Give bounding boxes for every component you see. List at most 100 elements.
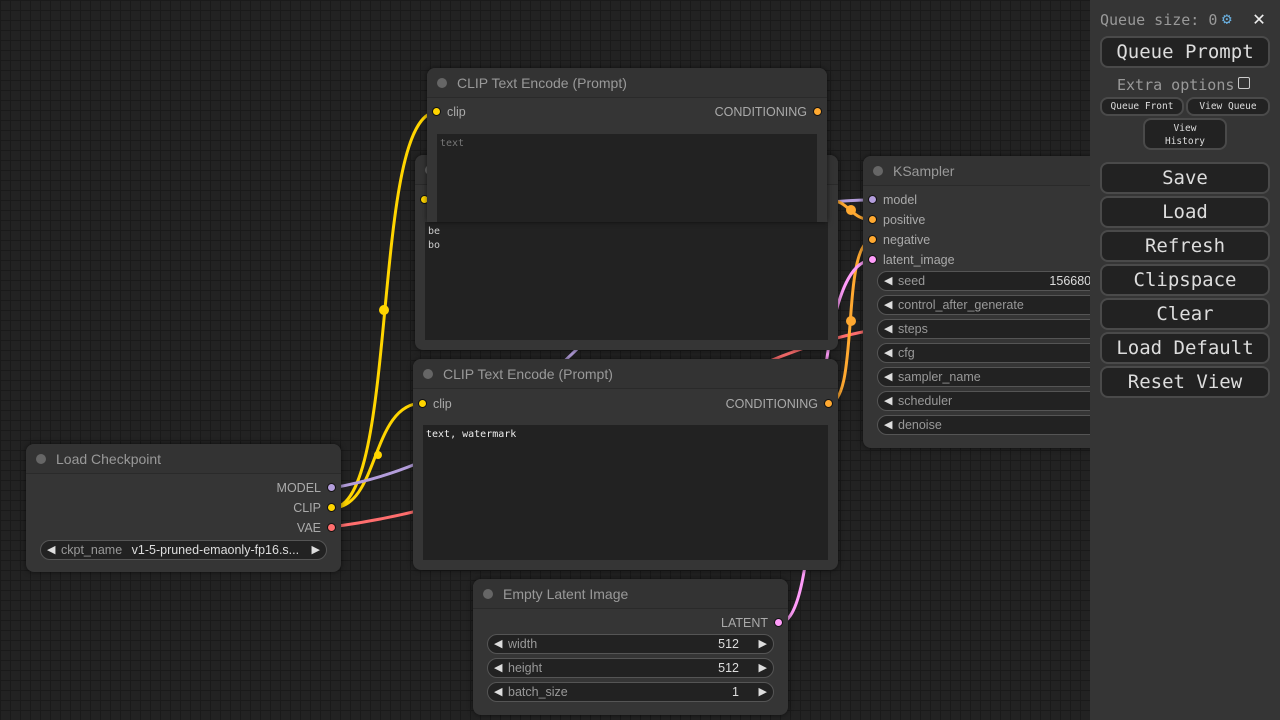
node-title: KSampler	[893, 163, 955, 179]
output-clip[interactable]: CLIP	[293, 498, 341, 518]
view-history-button[interactable]: View History	[1143, 118, 1227, 150]
widget-4[interactable]: ◀ sampler_name	[877, 367, 1090, 387]
widget-label: sampler_name	[898, 370, 981, 384]
collapse-dot[interactable]	[437, 78, 447, 88]
widget-label: cfg	[898, 346, 915, 360]
arrow-left-icon[interactable]: ◀	[47, 544, 56, 556]
widget-label: batch_size	[508, 685, 568, 699]
input-latent_image[interactable]: latent_image	[863, 250, 955, 270]
slot-label: CLIP	[293, 501, 321, 515]
slot-label: positive	[883, 213, 926, 227]
widget-value: v1-5-pruned-emaonly-fp16.s...	[131, 543, 300, 557]
reset-view-button[interactable]: Reset View	[1100, 366, 1270, 398]
arrow-right-icon[interactable]: ▶	[311, 544, 320, 556]
input-negative[interactable]: negative	[863, 230, 930, 250]
slot-label: CONDITIONING	[725, 397, 818, 411]
gear-icon[interactable]: ⚙	[1222, 9, 1232, 28]
collapse-dot[interactable]	[423, 369, 433, 379]
node-title: CLIP Text Encode (Prompt)	[457, 75, 627, 91]
widget-value: 512	[718, 637, 739, 651]
queue-size-label: Queue size: 0	[1100, 11, 1218, 29]
arrow-left-icon[interactable]: ◀	[884, 419, 893, 431]
arrow-left-icon[interactable]: ◀	[494, 686, 503, 698]
widget-label: control_after_generate	[898, 298, 1024, 312]
input-positive[interactable]: positive	[863, 210, 925, 230]
slot-label: LATENT	[721, 616, 768, 630]
clip-text-encode-node-top[interactable]: CLIP Text Encode (Prompt) clip CONDITION…	[427, 68, 827, 222]
widget-label: ckpt_name	[61, 543, 123, 557]
widget-label: steps	[898, 322, 928, 336]
widget-1[interactable]: ◀ height 512 ▶	[487, 658, 774, 678]
arrow-right-icon[interactable]: ▶	[758, 686, 767, 698]
widget-5[interactable]: ◀ scheduler	[877, 391, 1090, 411]
slot-label: clip	[433, 397, 452, 411]
clip-text-encode-node-bottom[interactable]: CLIP Text Encode (Prompt) clip CONDITION…	[413, 359, 838, 570]
slot-label: VAE	[296, 521, 321, 535]
sidebar-menu: Queue size: 0 ⚙ ✕ Queue Prompt Extra opt…	[1090, 0, 1280, 720]
widget-2[interactable]: ◀ batch_size 1 ▶	[487, 682, 774, 702]
widget-0[interactable]: ◀ width 512 ▶	[487, 634, 774, 654]
input-model[interactable]: model	[863, 190, 917, 210]
arrow-left-icon[interactable]: ◀	[494, 662, 503, 674]
save-button[interactable]: Save	[1100, 162, 1270, 194]
prompt-textarea-back[interactable]: be bo	[425, 222, 828, 340]
output-vae[interactable]: VAE	[297, 518, 341, 538]
queue-front-button[interactable]: Queue Front	[1100, 97, 1184, 116]
clear-button[interactable]: Clear	[1100, 298, 1270, 330]
collapse-dot[interactable]	[873, 166, 883, 176]
collapse-dot[interactable]	[483, 589, 493, 599]
slot-label: CONDITIONING	[714, 105, 807, 119]
clipspace-button[interactable]: Clipspace	[1100, 264, 1270, 296]
empty-latent-image-node[interactable]: Empty Latent Image LATENT ◀ width 512 ▶ ◀ hei…	[473, 579, 788, 715]
load-default-button[interactable]: Load Default	[1100, 332, 1270, 364]
widget-label: scheduler	[898, 394, 953, 408]
arrow-left-icon[interactable]: ◀	[494, 638, 503, 650]
extra-options-label: Extra options	[1117, 76, 1235, 94]
prompt-textarea-top[interactable]: text	[437, 134, 817, 222]
arrow-right-icon[interactable]: ▶	[758, 638, 767, 650]
slot-label: latent_image	[883, 253, 955, 267]
prompt-textarea-bottom[interactable]: text, watermark	[423, 425, 828, 560]
refresh-button[interactable]: Refresh	[1100, 230, 1270, 262]
widget-label: height	[508, 661, 543, 675]
close-icon[interactable]: ✕	[1253, 6, 1266, 30]
widget-label: width	[508, 637, 538, 651]
arrow-left-icon[interactable]: ◀	[884, 347, 893, 359]
widget-3[interactable]: ◀ cfg	[877, 343, 1090, 363]
widget-value: 1	[732, 685, 739, 699]
output-model[interactable]: MODEL	[277, 478, 341, 498]
widget-6[interactable]: ◀ denoise	[877, 415, 1090, 435]
arrow-left-icon[interactable]: ◀	[884, 395, 893, 407]
slot-label: MODEL	[276, 481, 321, 495]
arrow-right-icon[interactable]: ▶	[758, 662, 767, 674]
load-checkpoint-node[interactable]: Load Checkpoint MODEL CLIP VAE ◀ ckpt_na…	[26, 444, 341, 572]
text-line: bo	[428, 240, 441, 251]
arrow-left-icon[interactable]: ◀	[884, 323, 893, 335]
node-title: Load Checkpoint	[56, 451, 162, 467]
extra-options-checkbox[interactable]	[1238, 77, 1250, 89]
widget-label: denoise	[898, 418, 942, 432]
widget-value: 512	[718, 661, 739, 675]
output-latent[interactable]: LATENT	[721, 613, 788, 633]
widget-label: seed	[898, 274, 926, 288]
widget-value: 156680208	[1049, 274, 1090, 288]
arrow-left-icon[interactable]: ◀	[884, 275, 893, 287]
input-clip[interactable]: clip	[413, 394, 452, 414]
arrow-left-icon[interactable]: ◀	[884, 299, 893, 311]
arrow-left-icon[interactable]: ◀	[884, 371, 893, 383]
view-queue-button[interactable]: View Queue	[1186, 97, 1270, 116]
collapse-dot[interactable]	[36, 454, 46, 464]
slot-label: clip	[447, 105, 466, 119]
queue-prompt-button[interactable]: Queue Prompt	[1100, 36, 1270, 68]
load-button[interactable]: Load	[1100, 196, 1270, 228]
node-graph-canvas[interactable]: be bo CLIP Text Encode (Prompt) clip CON…	[0, 0, 1090, 720]
widget-2[interactable]: ◀ steps	[877, 319, 1090, 339]
ksampler-node[interactable]: KSampler model positive negative latent_ima…	[863, 156, 1090, 448]
widget-1[interactable]: ◀control_after_generateran	[877, 295, 1090, 315]
output-conditioning[interactable]: CONDITIONING	[715, 102, 827, 122]
output-conditioning[interactable]: CONDITIONING	[726, 394, 838, 414]
node-title: Empty Latent Image	[503, 586, 629, 602]
input-clip[interactable]: clip	[427, 102, 466, 122]
widget-0[interactable]: ◀ seed 156680208	[877, 271, 1090, 291]
ckpt-name-combo[interactable]: ◀ ckpt_name v1-5-pruned-emaonly-fp16.s..…	[40, 540, 327, 560]
